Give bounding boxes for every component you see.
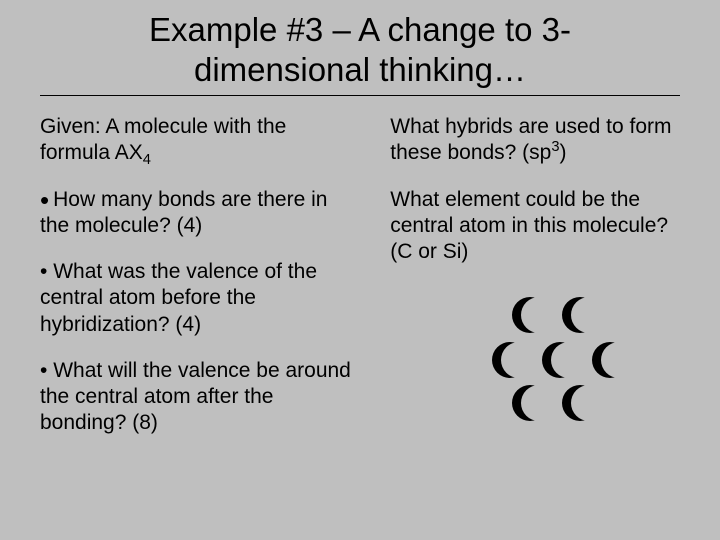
question-1: How many bonds are there in the molecule…: [40, 187, 360, 240]
title-divider: [40, 95, 680, 96]
molecule-diagram: [470, 285, 680, 440]
given-prefix: Given: A molecule with the formula AX: [40, 115, 286, 164]
q4-suffix: ): [560, 141, 567, 164]
given-text: Given: A molecule with the formula AX4: [40, 114, 360, 167]
right-column: What hybrids are used to form these bond…: [390, 114, 680, 457]
left-column: Given: A molecule with the formula AX4 H…: [40, 114, 360, 457]
question-5: What element could be the central atom i…: [390, 187, 680, 266]
title-line-1: Example #3 – A change to 3-: [149, 11, 571, 48]
crescent-cluster-icon: [470, 285, 660, 435]
q4-prefix: What hybrids are used to form these bond…: [390, 115, 671, 164]
question-2: What was the valence of the central atom…: [40, 259, 360, 338]
q4-superscript: 3: [551, 139, 559, 155]
question-4: What hybrids are used to form these bond…: [390, 114, 680, 167]
slide: Example #3 – A change to 3- dimensional …: [0, 0, 720, 540]
slide-title: Example #3 – A change to 3- dimensional …: [40, 10, 680, 89]
given-subscript: 4: [143, 153, 151, 169]
question-3: What will the valence be around the cent…: [40, 358, 360, 437]
title-line-2: dimensional thinking…: [194, 51, 526, 88]
content-columns: Given: A molecule with the formula AX4 H…: [40, 114, 680, 457]
